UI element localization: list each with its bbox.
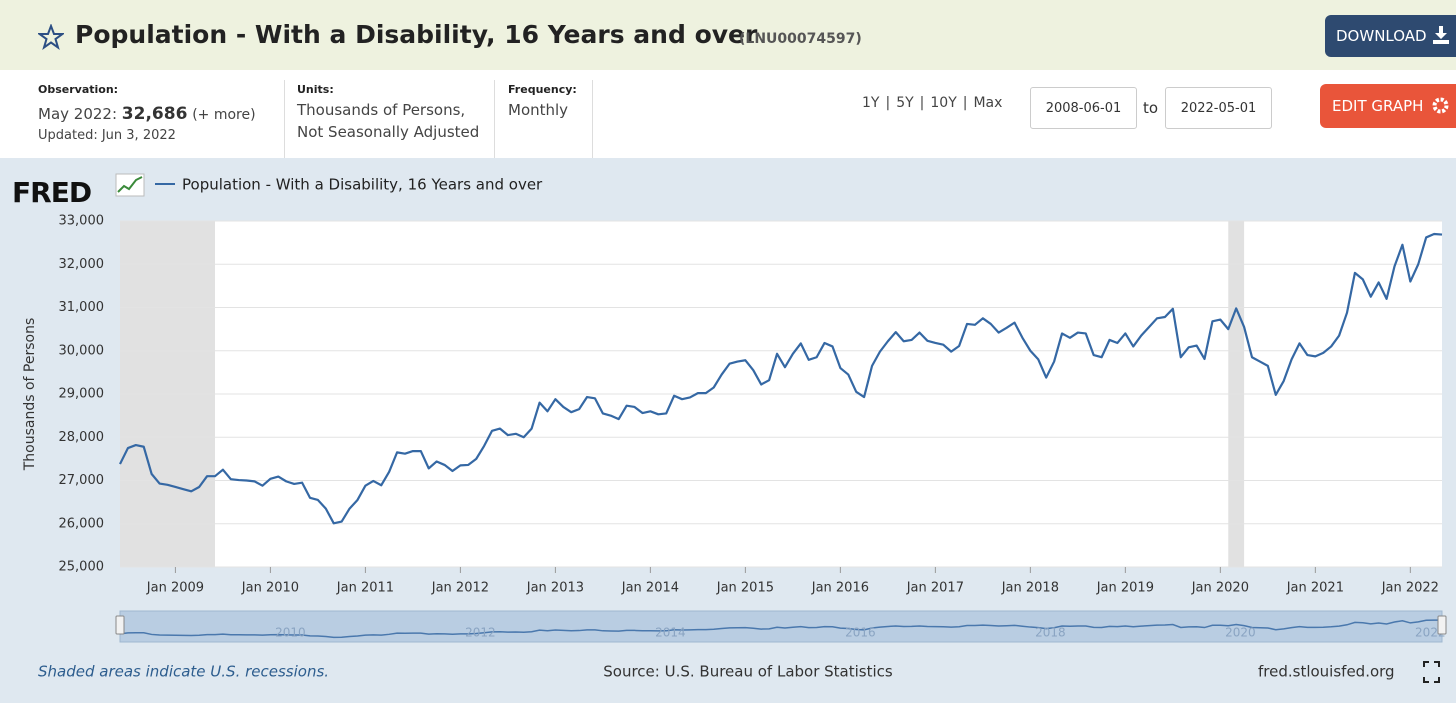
navigator-line — [119, 619, 1443, 639]
logo-icon — [115, 173, 145, 197]
download-label: DOWNLOAD — [1336, 27, 1427, 45]
x-tick-label: Jan 2014 — [621, 581, 679, 596]
fullscreen-icon[interactable] — [1423, 661, 1440, 683]
separator — [494, 80, 495, 158]
source: Source: U.S. Bureau of Labor Statistics — [603, 663, 893, 681]
y-tick-label: 27,000 — [59, 473, 105, 488]
frequency-label: Frequency: — [508, 83, 577, 96]
fred-logo: FRED — [12, 176, 91, 209]
range-links: 1Y | 5Y | 10Y | Max — [862, 95, 1002, 111]
navigator-label: 2018 — [1035, 626, 1066, 640]
start-date-input[interactable]: 2008-06-01 — [1030, 87, 1137, 129]
y-tick-label: 28,000 — [59, 430, 105, 445]
navigator-label: 2020 — [1225, 626, 1256, 640]
navigator-handle[interactable] — [115, 615, 125, 635]
units-label: Units: — [297, 83, 334, 96]
recession-note: Shaded areas indicate U.S. recessions. — [38, 663, 329, 681]
header-bar: Population - With a Disability, 16 Years… — [0, 0, 1456, 70]
units-line: Not Seasonally Adjusted — [297, 123, 480, 141]
info-row: Observation: May 2022: 32,686 (+ more) U… — [0, 70, 1456, 158]
x-tick-label: Jan 2018 — [1001, 581, 1059, 596]
y-axis-label: Thousands of Persons — [22, 318, 38, 472]
range-divider: | — [919, 95, 925, 111]
to-label: to — [1143, 99, 1159, 117]
x-tick-label: Jan 2010 — [241, 581, 299, 596]
observation: May 2022: 32,686 (+ more) — [38, 104, 256, 124]
x-tick-label: Jan 2017 — [906, 581, 964, 596]
edit-graph-button[interactable]: EDIT GRAPH — [1320, 84, 1456, 128]
x-tick-label: Jan 2021 — [1286, 581, 1344, 596]
range-link[interactable]: Max — [973, 95, 1003, 111]
x-tick-label: Jan 2012 — [431, 581, 489, 596]
navigator-handle[interactable] — [1437, 615, 1447, 635]
frequency: Monthly — [508, 101, 569, 119]
updated: Updated: Jun 3, 2022 — [38, 128, 176, 143]
y-tick-label: 33,000 — [59, 214, 105, 229]
separator — [284, 80, 285, 158]
navigator-label: 2016 — [845, 626, 876, 640]
series-id: (LNU00074597) — [739, 31, 862, 47]
observation-value: 32,686 — [121, 104, 188, 124]
units-line: Thousands of Persons, — [297, 101, 466, 119]
series-title: Population - With a Disability, 16 Years… — [75, 20, 758, 49]
favorite-star[interactable] — [38, 24, 64, 50]
chart: FRED Population - With a Disability, 16 … — [0, 158, 1456, 703]
range-divider: | — [962, 95, 968, 111]
end-date-input[interactable]: 2022-05-01 — [1165, 87, 1272, 129]
navigator-label: 2014 — [655, 626, 686, 640]
navigator-label: 2010 — [275, 626, 306, 640]
x-tick-label: Jan 2015 — [716, 581, 774, 596]
series-line — [119, 232, 1443, 525]
range-link[interactable]: 1Y — [862, 95, 880, 111]
observation-label: Observation: — [38, 83, 119, 96]
site-link[interactable]: fred.stlouisfed.org — [1258, 663, 1395, 681]
observation-date: May 2022: — [38, 105, 118, 123]
y-tick-label: 32,000 — [59, 257, 105, 272]
y-tick-label: 30,000 — [59, 343, 105, 358]
download-icon — [1433, 26, 1449, 44]
download-button[interactable]: DOWNLOAD — [1325, 15, 1456, 57]
navigator-label: 2012 — [465, 626, 496, 640]
edit-graph-label: EDIT GRAPH — [1332, 97, 1424, 115]
y-tick-label: 31,000 — [59, 300, 105, 315]
x-tick-label: Jan 2019 — [1096, 581, 1154, 596]
gear-icon — [1432, 97, 1449, 114]
x-tick-label: Jan 2011 — [336, 581, 394, 596]
range-link[interactable]: 5Y — [896, 95, 914, 111]
separator — [592, 80, 593, 158]
x-tick-label: Jan 2016 — [811, 581, 869, 596]
range-divider: | — [885, 95, 891, 111]
legend-label: Population - With a Disability, 16 Years… — [182, 176, 543, 194]
range-link[interactable]: 10Y — [930, 95, 957, 111]
y-tick-label: 29,000 — [59, 387, 105, 402]
x-tick-label: Jan 2013 — [526, 581, 584, 596]
x-tick-label: Jan 2020 — [1191, 581, 1249, 596]
y-tick-label: 26,000 — [59, 516, 105, 531]
x-tick-label: Jan 2022 — [1381, 581, 1439, 596]
y-tick-label: 25,000 — [59, 560, 105, 575]
x-tick-label: Jan 2009 — [146, 581, 204, 596]
more-link[interactable]: (+ more) — [192, 107, 256, 123]
